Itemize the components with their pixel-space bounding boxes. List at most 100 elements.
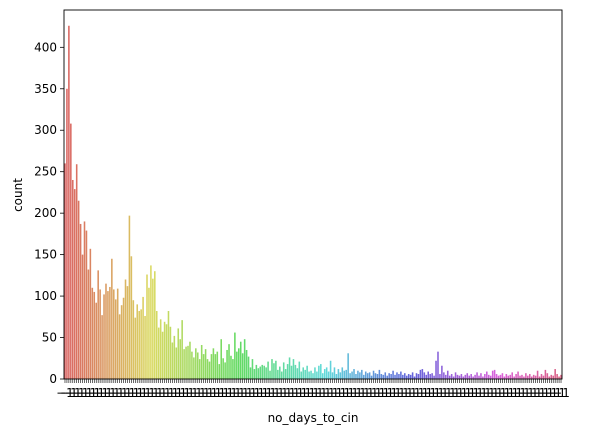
bar — [226, 349, 228, 379]
x-tick-label: −1 — [255, 386, 273, 400]
bar — [183, 349, 185, 379]
x-tick-label: −1 — [201, 386, 219, 400]
x-tick-label: −1 — [103, 386, 121, 400]
x-tick-label: −1 — [181, 386, 199, 400]
bar — [105, 283, 107, 379]
bar — [554, 369, 556, 379]
bar — [415, 373, 418, 379]
bar — [150, 265, 152, 379]
bar — [66, 88, 68, 379]
x-tick-label: −1 — [91, 386, 109, 400]
bar — [87, 269, 90, 379]
bar — [154, 271, 156, 379]
bar — [185, 346, 187, 379]
x-tick-labels: −1−1−1−1−1−1−1−1−1−1−1−1−1−1−1−1−1−1−1−1… — [56, 386, 570, 400]
bar — [159, 319, 162, 379]
x-tick-label: −1 — [302, 386, 320, 400]
bar — [292, 359, 295, 379]
bar — [396, 372, 398, 379]
bar — [113, 289, 115, 379]
x-tick-label: −1 — [212, 386, 230, 400]
bar — [163, 321, 166, 379]
bar — [357, 370, 359, 379]
x-tick-label: −1 — [486, 386, 504, 400]
x-tick-label: −1 — [189, 386, 207, 400]
bar — [372, 370, 375, 379]
bar — [536, 370, 539, 379]
bar — [273, 363, 275, 379]
bar — [460, 374, 463, 379]
bar — [493, 369, 496, 379]
bar — [134, 317, 137, 379]
x-tick-label: −1 — [169, 386, 187, 400]
bar — [290, 365, 293, 379]
x-tick-label: −1 — [419, 386, 437, 400]
x-tick-label: −1 — [107, 386, 125, 400]
bar — [232, 359, 234, 379]
bar — [198, 359, 201, 379]
x-tick-label: −1 — [497, 386, 515, 400]
x-tick-label: −1 — [521, 386, 539, 400]
x-tick-label: −1 — [423, 386, 441, 400]
x-tick-label: −1 — [408, 386, 426, 400]
bar — [68, 25, 70, 379]
x-tick-label: −1 — [162, 386, 180, 400]
bar — [489, 375, 492, 379]
bar — [275, 360, 277, 379]
bar — [511, 372, 513, 379]
x-tick-label: −1 — [353, 386, 371, 400]
bar — [540, 374, 543, 379]
x-tick-label: −1 — [142, 386, 160, 400]
bar — [177, 328, 180, 379]
bar — [519, 375, 521, 379]
bar — [341, 367, 344, 379]
bar — [470, 374, 472, 379]
x-tick-label: −1 — [279, 386, 297, 400]
bar — [462, 376, 465, 379]
bar — [478, 375, 480, 379]
bar — [443, 372, 445, 379]
bar — [464, 374, 467, 379]
x-tick-label: −1 — [173, 386, 191, 400]
x-tick-label: −1 — [513, 386, 531, 400]
x-tick-label: −1 — [197, 386, 215, 400]
bar — [458, 375, 461, 379]
bar — [429, 374, 431, 379]
bar — [398, 374, 400, 379]
bar — [124, 279, 127, 379]
y-tick-label: 250 — [34, 165, 57, 179]
x-tick-label: −1 — [95, 386, 113, 400]
x-tick-label: −1 — [474, 386, 492, 400]
x-axis-label: no_days_to_cin — [268, 411, 359, 425]
x-tick-label: −1 — [134, 386, 152, 400]
bar — [359, 372, 361, 379]
x-tick-label: −1 — [232, 386, 250, 400]
bar — [234, 332, 236, 379]
x-tick-label: −1 — [208, 386, 226, 400]
bar — [382, 374, 385, 379]
y-tick-label: 300 — [34, 123, 57, 137]
bar — [419, 369, 422, 379]
bar — [446, 370, 449, 379]
bar — [386, 375, 388, 379]
bar — [181, 320, 183, 379]
bar — [308, 371, 310, 379]
x-tick-label: −1 — [330, 386, 348, 400]
bar — [316, 371, 318, 379]
x-tick-label: −1 — [372, 386, 390, 400]
bar — [312, 373, 314, 379]
x-tick-label: −1 — [283, 386, 301, 400]
bar — [173, 335, 176, 379]
x-tick-label: −1 — [130, 386, 148, 400]
bar — [456, 374, 459, 379]
bar — [333, 367, 336, 379]
bar — [298, 361, 301, 379]
x-tick-label: −1 — [529, 386, 547, 400]
x-tick-label: −1 — [185, 386, 203, 400]
x-tick-label: −1 — [388, 386, 406, 400]
bar — [202, 354, 205, 379]
bar — [491, 370, 494, 379]
x-tick-label: −1 — [548, 386, 566, 400]
x-tick-label: −1 — [349, 386, 367, 400]
